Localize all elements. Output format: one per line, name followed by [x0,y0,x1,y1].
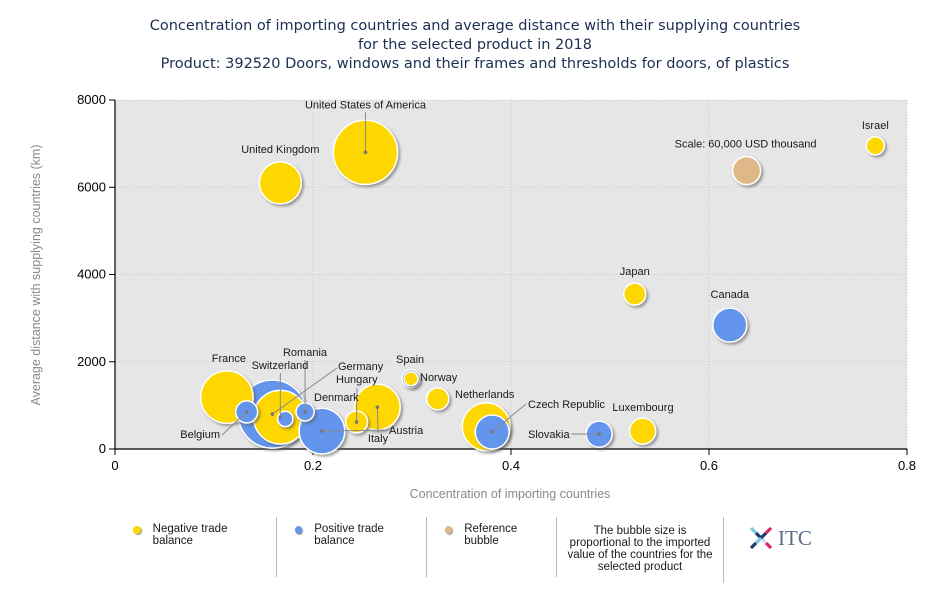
grid [115,99,908,449]
leader-dot [303,410,307,414]
bubble-label-czech-republic: Czech Republic [528,399,606,411]
leader-dot [597,432,601,436]
legend-negative[interactable]: Negative trade balance [115,517,277,577]
bubble-label-israel: Israel [862,120,889,132]
y-tick-label: 2000 [77,354,106,369]
leader-line [321,429,389,432]
bubble-united-kingdom[interactable] [258,161,303,205]
itc-logo-icon [749,526,773,550]
x-tick-label: 0.2 [304,458,322,473]
y-tick-label: 6000 [77,179,106,194]
bubble-spain[interactable] [403,371,419,387]
y-tick-label: 8000 [77,92,106,107]
legend-size-note: The bubble size is proportional to the i… [557,517,724,583]
bubble-label-canada: Canada [711,289,750,301]
legend-positive[interactable]: Positive trade balance [277,517,427,577]
leader-dot [278,415,283,419]
itc-logo: ITC [724,517,812,551]
legend-positive-dot-icon [295,526,303,534]
bubble-canada[interactable] [712,307,748,343]
bubble-scale-60-000-usd-thousand[interactable] [731,155,762,186]
y-axis-title: Average distance with supplying countrie… [29,144,43,405]
legend-reference[interactable]: Reference bubble [427,517,557,577]
bubble-label-switzerland: Switzerland [252,360,309,372]
legend-note-text: The bubble size is proportional to the i… [567,525,713,573]
axes: 0 2000 4000 6000 8000 0 0.2 0.4 0.6 0.8 [77,92,916,473]
bubble-labels: Germany United States of America France Swi… [180,99,889,445]
legend: Negative trade balance Positive trade ba… [115,517,812,583]
bubble-label-romania: Romania [283,347,328,359]
bubble-label-austria: Austria [389,425,424,437]
bubble-chart: 0 2000 4000 6000 8000 0 0.2 0.4 0.6 0.8 Germany Un… [29,92,916,501]
bubble-label-united-states-of-america: United States of America [305,99,427,111]
bubble-label-united-kingdom: United Kingdom [241,144,319,156]
x-axis-title: Concentration of importing countries [410,487,611,501]
x-tick-label: 0 [111,458,118,473]
bubble-label-luxembourg: Luxembourg [612,402,673,414]
legend-reference-dot-icon [445,526,453,534]
bubble-label-belgium: Belgium [180,429,220,441]
legend-reference-label: Reference bubble [464,523,518,547]
leader-line [376,407,379,433]
title-line-3: Product: 392520 Doors, windows and their… [160,56,790,72]
bubble-denmark[interactable] [276,410,294,428]
bubble-label-slovakia: Slovakia [528,429,570,441]
leader-dot [244,410,249,414]
bubble-japan[interactable] [623,282,647,306]
leader-dot [490,430,494,434]
x-tick-label: 0.6 [700,458,718,473]
leader-dot [354,420,359,424]
leader-dot [270,412,275,416]
leader-line [221,411,248,436]
label-leaders [221,112,601,436]
bubble-label-netherlands: Netherlands [455,389,515,401]
bubble-netherlands[interactable] [425,387,450,411]
bubble-label-spain: Spain [396,354,424,366]
leader-line [491,403,527,433]
legend-negative-dot-icon [133,526,141,534]
itc-logo-text: ITC [778,525,812,550]
bubble-label-italy: Italy [368,433,389,445]
bubble-israel[interactable] [865,136,886,156]
leader-dot [320,429,324,433]
title-line-2: for the selected product in 2018 [358,37,592,53]
x-tick-label: 0.8 [898,458,916,473]
y-tick-label: 4000 [77,267,106,282]
legend-positive-label: Positive trade balance [314,523,384,547]
bubble-label-france: France [212,353,246,365]
leader-dot [363,150,368,155]
bubble-label-denmark: Denmark [314,392,359,404]
bubble-label-hungary: Hungary [336,374,378,386]
y-tick-label: 0 [99,441,106,456]
bubble-luxembourg[interactable] [628,417,657,445]
x-tick-label: 0.4 [502,458,520,473]
chart-title: Concentration of importing countries and… [0,17,950,74]
title-line-1: Concentration of importing countries and… [149,18,801,34]
leader-dot [375,405,380,409]
bubble-label-norway: Norway [420,372,458,384]
bubble-label-japan: Japan [620,266,650,278]
bubble-label-germany: Germany [338,361,384,373]
bubble-label-scale-60-000-usd-thousand: Scale: 60,000 USD thousand [675,139,817,151]
legend-negative-label: Negative trade balance [152,523,228,547]
